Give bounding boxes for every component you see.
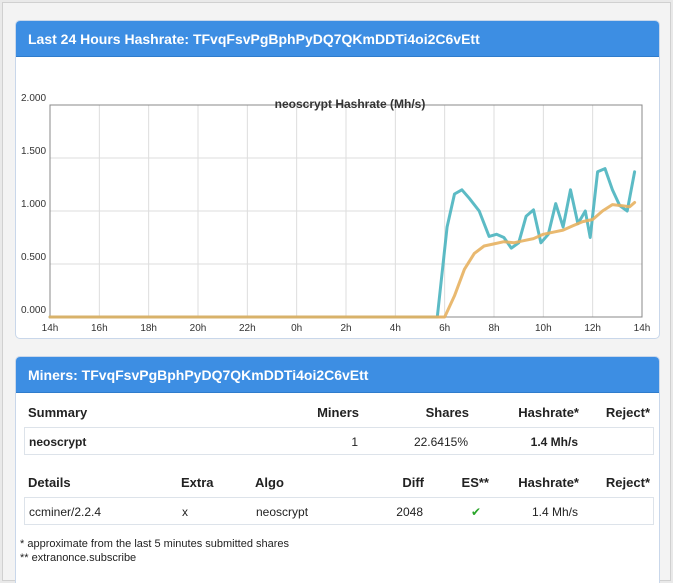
summary-shares: 22.6415%: [413, 435, 468, 449]
hashrate-panel-title: Last 24 Hours Hashrate: TFvqFsvPgBphPyDQ…: [16, 21, 659, 57]
y-tick-label: 1.500: [21, 146, 46, 157]
miner-diff: 2048: [396, 505, 423, 519]
extra-col-header: Extra: [181, 475, 214, 490]
algo-col-header: Algo: [255, 475, 284, 490]
x-tick-label: 10h: [535, 323, 552, 334]
miner-extra: x: [182, 505, 188, 519]
miner-hashrate: 1.4 Mh/s: [531, 505, 578, 519]
summary-hashrate: 1.4 Mh/s: [530, 435, 578, 449]
series-line-2: [48, 201, 637, 319]
x-tick-label: 22h: [239, 323, 256, 334]
x-tick-label: 16h: [91, 323, 108, 334]
summary-header-row: Summary Miners Shares Hashrate* Reject*: [24, 399, 654, 427]
reject-col-header: Reject*: [605, 405, 650, 420]
miners-panel: Miners: TFvqFsvPgBphPyDQ7QKmDDTi4oi2C6vE…: [15, 356, 660, 583]
summary-row: neoscrypt 1 22.6415% 1.4 Mh/s: [24, 427, 654, 455]
x-tick-label: 14h: [42, 323, 59, 334]
x-tick-label: 6h: [439, 323, 450, 334]
x-tick-label: 14h: [634, 323, 651, 334]
x-tick-label: 20h: [190, 323, 207, 334]
diff-col-header: Diff: [402, 475, 424, 490]
miner-algo: neoscrypt: [256, 505, 309, 519]
hashrate-col-header: Hashrate*: [518, 405, 579, 420]
summary-col-header: Summary: [28, 405, 88, 420]
summary-miners-count: 1: [351, 435, 358, 449]
footnote-approximate: * approximate from the last 5 minutes su…: [20, 538, 290, 550]
miner-row: ccminer/2.2.4 x neoscrypt 2048 ✔ 1.4 Mh/…: [24, 497, 654, 525]
y-tick-label: 0.500: [21, 252, 46, 263]
x-tick-label: 4h: [390, 323, 401, 334]
summary-table: Summary Miners Shares Hashrate* Reject* …: [24, 399, 654, 455]
x-tick-label: 12h: [584, 323, 601, 334]
x-tick-label: 2h: [340, 323, 351, 334]
details-reject-col-header: Reject*: [605, 475, 650, 490]
series-line-1: [48, 167, 637, 319]
x-tick-label: 0h: [291, 323, 302, 334]
y-tick-label: 0.000: [21, 305, 46, 316]
chart-title: neoscrypt Hashrate (Mh/s): [275, 97, 426, 111]
check-icon: ✔: [470, 505, 481, 519]
es-col-header: ES**: [461, 475, 489, 490]
details-table: Details Extra Algo Diff ES** Hashrate* R…: [24, 469, 654, 525]
miners-panel-title: Miners: TFvqFsvPgBphPyDQ7QKmDDTi4oi2C6vE…: [16, 357, 659, 393]
miners-col-header: Miners: [317, 405, 359, 420]
details-hashrate-col-header: Hashrate*: [518, 475, 579, 490]
miner-client: ccminer/2.2.4: [29, 505, 102, 519]
x-tick-label: 8h: [488, 323, 499, 334]
shares-col-header: Shares: [425, 405, 469, 420]
summary-algo: neoscrypt: [29, 435, 87, 449]
details-header-row: Details Extra Algo Diff ES** Hashrate* R…: [24, 469, 654, 497]
hashrate-chart: 2.000 1.500 1.000 0.500 0.000 14h 16h 18h 20h 22h…: [21, 93, 651, 334]
details-col-header: Details: [28, 475, 71, 490]
y-tick-label: 1.000: [21, 199, 46, 210]
x-tick-label: 18h: [140, 323, 157, 334]
y-tick-label: 2.000: [21, 93, 46, 104]
footnotes: * approximate from the last 5 minutes su…: [20, 537, 289, 565]
footnote-extranonce: ** extranonce.subscribe: [20, 552, 137, 564]
hashrate-panel: Last 24 Hours Hashrate: TFvqFsvPgBphPyDQ…: [15, 20, 660, 339]
